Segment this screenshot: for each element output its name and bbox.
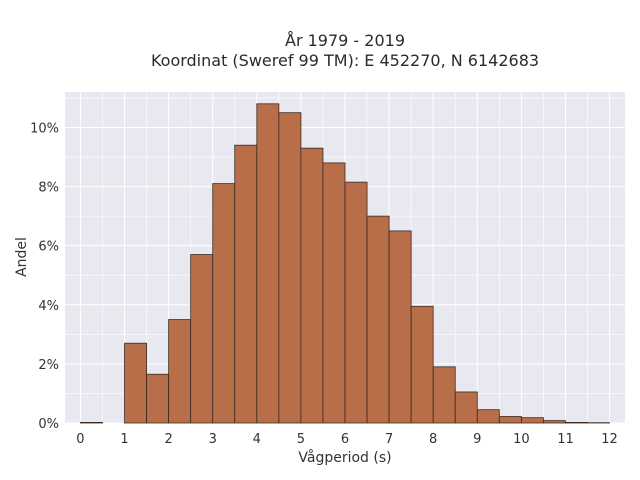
y-tick-label: 4% [38, 299, 59, 314]
histogram-bar [190, 254, 214, 424]
histogram-bar [80, 422, 103, 424]
x-tick-label: 10 [513, 432, 530, 447]
x-tick-label: 12 [601, 432, 618, 447]
x-tick-label: 7 [385, 432, 393, 447]
histogram-bar [212, 183, 236, 424]
x-axis-ticks: 0 1 2 3 4 5 6 7 8 9 10 11 12 [76, 432, 618, 447]
chart-title-line-1: År 1979 - 2019 [285, 31, 405, 50]
histogram-bar [146, 373, 170, 424]
chart-title-line-2: Koordinat (Sweref 99 TM): E 452270, N 61… [151, 51, 539, 70]
y-tick-label: 2% [38, 358, 59, 373]
x-tick-label: 3 [209, 432, 217, 447]
histogram-bar [454, 391, 478, 424]
x-tick-label: 6 [341, 432, 349, 447]
x-axis-label: Vågperiod (s) [298, 449, 391, 466]
histogram-bar [256, 103, 280, 424]
x-tick-label: 0 [76, 432, 84, 447]
histogram-bar [476, 409, 500, 424]
y-tick-label: 10% [30, 121, 59, 136]
histogram-bar [410, 305, 434, 424]
y-tick-label: 0% [38, 417, 59, 432]
histogram-bar [124, 342, 147, 424]
histogram-bar [366, 215, 390, 424]
histogram-bar [234, 144, 258, 424]
y-tick-label: 8% [38, 181, 59, 196]
histogram-bar [300, 147, 324, 424]
histogram-bar [498, 416, 522, 424]
histogram-bar [278, 112, 302, 424]
y-axis-ticks: 0% 2% 4% 6% 8% 10% [30, 121, 59, 432]
histogram-bar [432, 366, 456, 424]
histogram-bar [168, 319, 192, 424]
x-tick-label: 8 [429, 432, 437, 447]
x-tick-label: 4 [253, 432, 261, 447]
y-axis-label: Andel [14, 237, 30, 277]
x-tick-label: 5 [297, 432, 305, 447]
histogram-bar [543, 420, 566, 424]
histogram-bar [520, 417, 544, 424]
bars [80, 103, 610, 424]
x-tick-label: 9 [473, 432, 481, 447]
x-tick-label: 2 [164, 432, 172, 447]
histogram-bar [344, 181, 368, 424]
histogram-bar [565, 422, 588, 424]
x-tick-label: 11 [557, 432, 574, 447]
y-tick-label: 6% [38, 240, 59, 255]
histogram-bar [388, 230, 412, 424]
histogram-bar [322, 162, 346, 424]
x-tick-label: 1 [120, 432, 128, 447]
